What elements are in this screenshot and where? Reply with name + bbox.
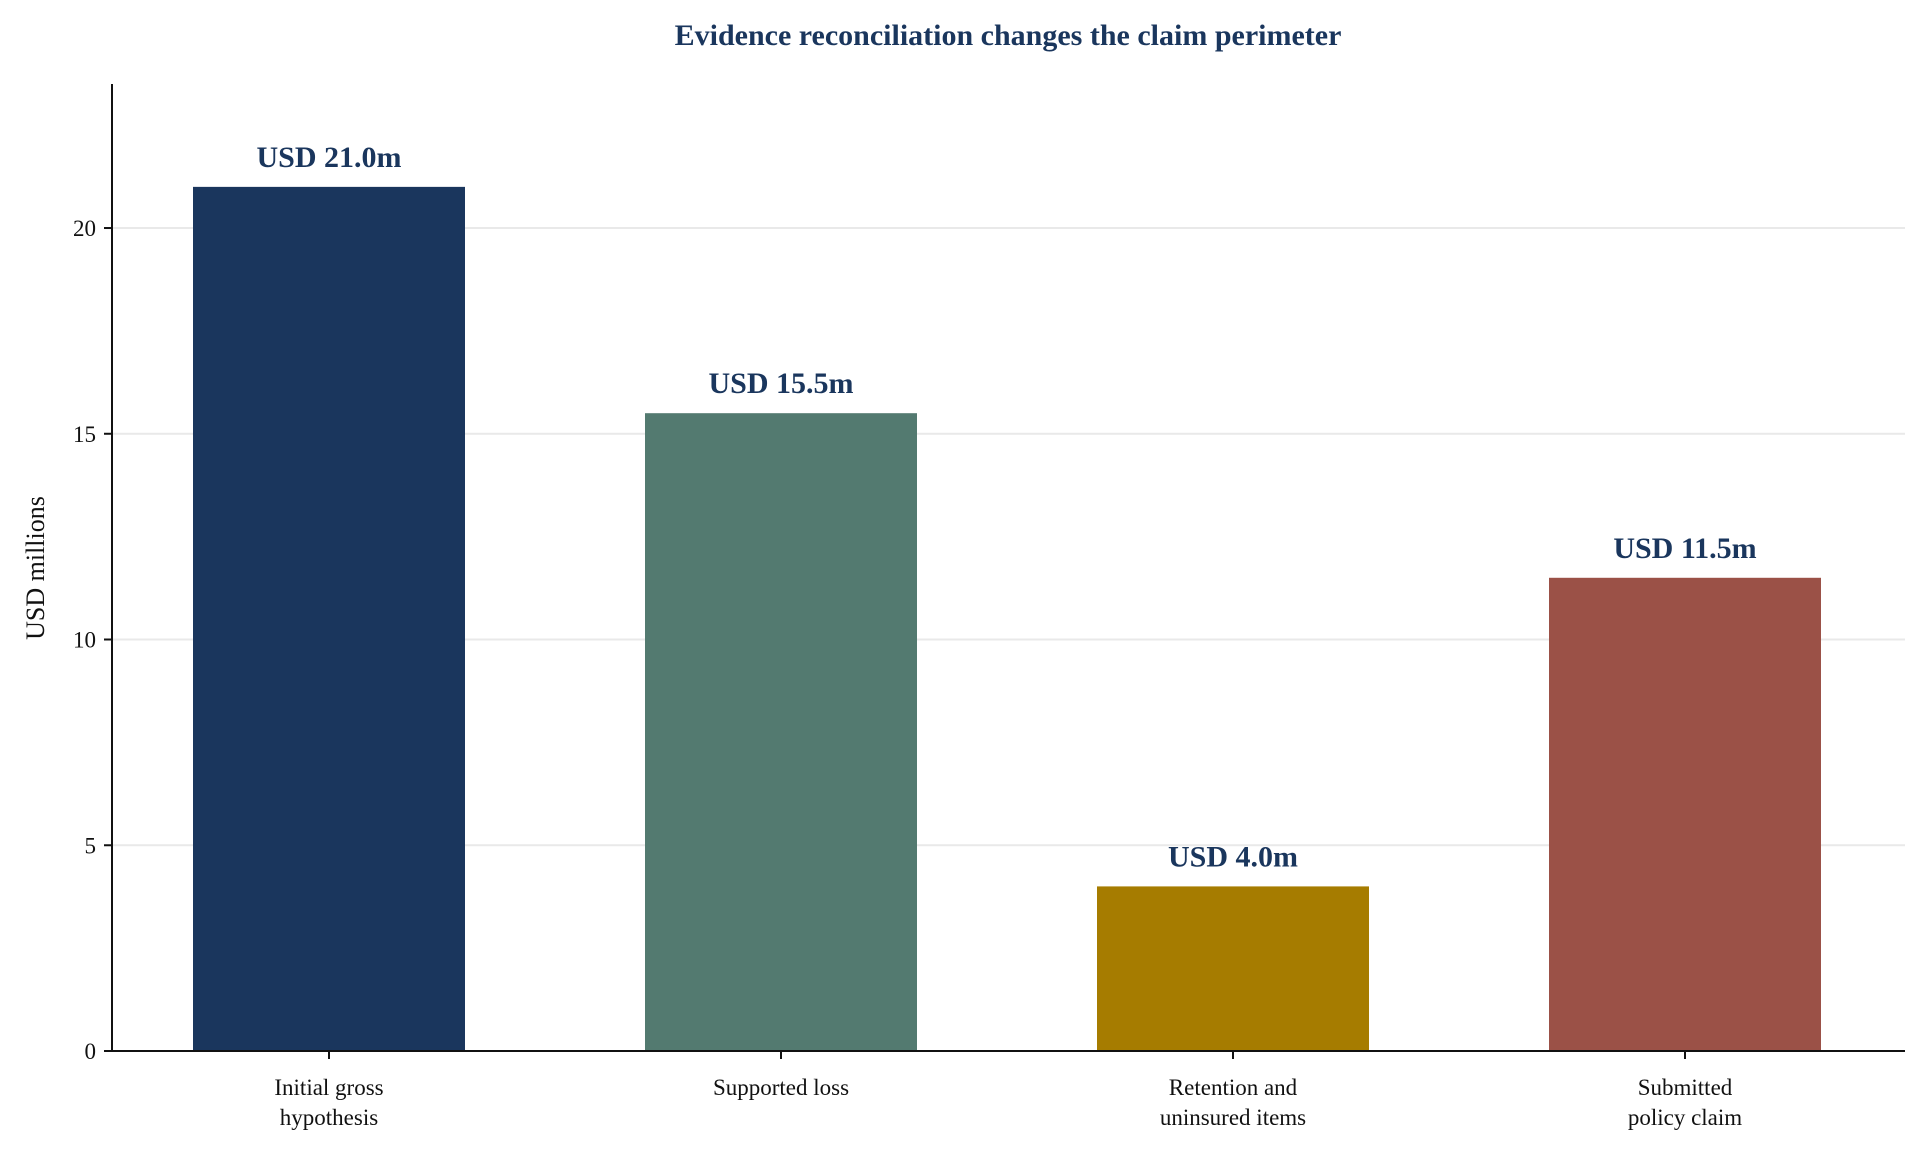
data-labels: USD 21.0m USD 15.5m USD 4.0m USD 11.5m [256, 141, 1756, 874]
data-label: USD 4.0m [1168, 840, 1298, 873]
data-label: USD 15.5m [708, 367, 853, 400]
bar [1097, 886, 1369, 1051]
bar [645, 413, 917, 1051]
y-tick-label: 10 [73, 628, 96, 653]
y-tick-label: 5 [85, 833, 97, 858]
data-label: USD 21.0m [256, 141, 401, 174]
bars [193, 186, 1821, 1052]
chart-title: Evidence reconciliation changes the clai… [675, 19, 1342, 52]
axes: 0 5 10 15 20 Initial gross hypothesis Supported… [73, 84, 1905, 1130]
y-tick-label: 15 [73, 422, 96, 447]
x-tick-label: Initial gross hypothesis [274, 1075, 383, 1130]
y-axis-label: USD millions [21, 496, 50, 640]
x-tick-label: Supported loss [713, 1075, 849, 1100]
data-label: USD 11.5m [1613, 532, 1756, 565]
y-tick-label: 20 [73, 216, 96, 241]
x-tick-label: Retention and uninsured items [1160, 1075, 1306, 1130]
bar [1549, 577, 1821, 1051]
y-tick-label: 0 [85, 1039, 97, 1064]
x-tick-label: Submitted policy claim [1628, 1075, 1742, 1130]
bar [193, 186, 465, 1052]
